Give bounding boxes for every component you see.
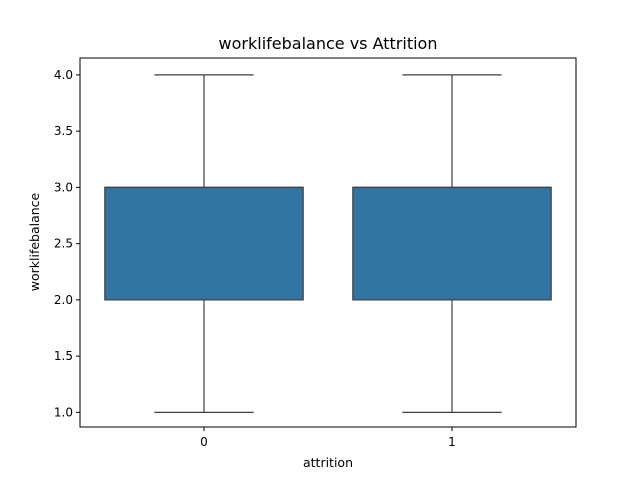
x-tick-label: 1 — [448, 435, 456, 449]
y-tick-label: 1.0 — [54, 405, 73, 419]
y-tick-label: 1.5 — [54, 349, 73, 363]
y-tick-label: 2.0 — [54, 293, 73, 307]
x-axis-label: attrition — [303, 455, 353, 470]
y-tick-label: 3.0 — [54, 180, 73, 194]
y-axis: 1.0 1.5 2.0 2.5 3.0 3.5 4.0 — [54, 68, 80, 419]
y-axis-label: worklifebalance — [27, 192, 42, 291]
box-0 — [104, 74, 304, 413]
interquartile-box — [104, 186, 304, 301]
box-1 — [352, 74, 552, 413]
x-tick-label: 0 — [200, 435, 208, 449]
y-tick-label: 3.5 — [54, 124, 73, 138]
chart-title: worklifebalance vs Attrition — [219, 34, 438, 53]
y-tick-label: 2.5 — [54, 237, 73, 251]
plot-area-frame — [79, 57, 577, 428]
box-series — [104, 74, 552, 413]
interquartile-box — [352, 186, 552, 301]
y-tick-label: 4.0 — [54, 68, 73, 82]
